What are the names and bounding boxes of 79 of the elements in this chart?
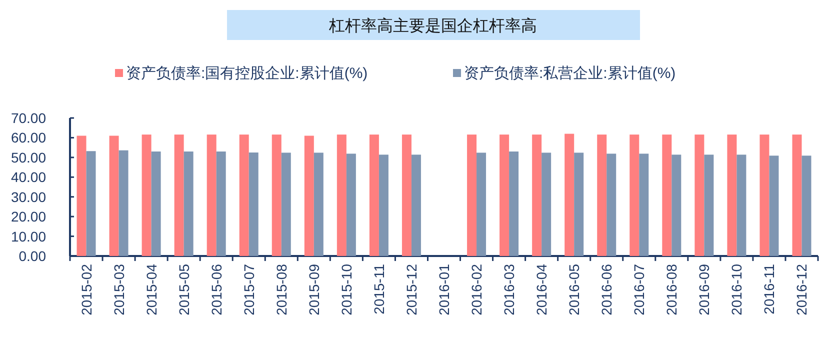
bar: [248, 152, 258, 256]
x-tick-label: 2015-03: [110, 264, 127, 316]
bar: [760, 134, 770, 256]
bar: [151, 152, 161, 256]
bar: [369, 134, 379, 256]
bar: [736, 154, 746, 256]
x-tick-label: 2016-06: [598, 264, 615, 316]
x-tick-label: 2015-09: [306, 264, 322, 316]
x-tick-label: 2016-03: [501, 264, 518, 316]
y-tick-label: 50.00: [10, 149, 46, 166]
bar: [346, 154, 356, 256]
x-tick-label: 2015-12: [403, 264, 420, 316]
x-tick-label: 2015-02: [78, 264, 94, 316]
bar: [239, 134, 249, 256]
bar: [500, 134, 510, 256]
bar: [662, 134, 672, 256]
bar: [304, 136, 314, 256]
bar: [630, 134, 640, 256]
x-tick-label: 2016-12: [794, 264, 810, 316]
x-tick-label: 2016-08: [664, 264, 680, 316]
x-tick-label: 2016-07: [631, 264, 648, 316]
bar: [727, 134, 737, 256]
x-tick-label: 2016-10: [728, 264, 745, 316]
x-tick-label: 2016-05: [566, 264, 582, 316]
x-tick-label: 2016-02: [468, 264, 485, 316]
x-tick-label: 2016-04: [534, 264, 550, 316]
x-tick-label: 2015-04: [143, 264, 160, 316]
bar: [467, 134, 477, 256]
bar: [216, 152, 226, 256]
y-tick-label: 30.00: [10, 188, 46, 205]
title: 杠杆率高主要是国企杠杆率高: [227, 10, 640, 40]
y-tick-label: 10.00: [10, 228, 46, 244]
bar: [802, 156, 812, 256]
x-tick-label: 2016-09: [696, 264, 712, 316]
bar: [564, 134, 574, 256]
bar: [174, 134, 184, 256]
bar: [509, 152, 519, 256]
y-tick-label: 70.00: [10, 110, 46, 126]
bar: [704, 154, 714, 256]
bar: [574, 152, 584, 256]
x-tick-label: 2015-07: [240, 264, 257, 316]
bar: [86, 151, 96, 256]
x-tick-label: 2015-11: [370, 264, 387, 314]
bar: [476, 152, 486, 256]
y-tick-label: 40.00: [10, 169, 46, 186]
bar: [336, 134, 346, 256]
bar: [281, 152, 291, 256]
bar: [378, 154, 388, 256]
bar: [532, 134, 542, 256]
x-tick-label: 2015-06: [208, 264, 224, 316]
bar: [597, 134, 607, 256]
x-tick-label: 2015-05: [176, 264, 192, 316]
x-tick-label: 2016-11: [761, 264, 778, 314]
bar: [142, 134, 152, 256]
y-tick-label: 20.00: [10, 208, 46, 225]
bar: [672, 154, 682, 256]
bar: [769, 156, 779, 256]
bar: [109, 136, 119, 256]
bar: [118, 150, 128, 256]
legend-item: 资产负债率:国有控股企业:累计值(%): [115, 65, 368, 82]
bar: [184, 152, 194, 256]
bar: [272, 134, 282, 256]
x-tick-label: 2016-01: [436, 264, 452, 316]
bar: [639, 154, 649, 256]
y-tick-label: 60.00: [10, 130, 46, 146]
bar: [694, 134, 704, 256]
bar: [792, 134, 802, 256]
bar: [606, 154, 616, 256]
legend-item: 资产负债率:私营企业:累计值(%): [453, 65, 676, 82]
bar: [402, 134, 412, 256]
bar: [411, 154, 421, 256]
bar: [206, 134, 216, 256]
bar: [314, 152, 324, 256]
bar: [542, 152, 552, 256]
x-tick-label: 2015-10: [338, 264, 354, 316]
chart-title: 杠杆率高主要是国企杠杆率高: [328, 16, 537, 35]
bar: [76, 136, 86, 256]
x-tick-label: 2015-08: [273, 264, 290, 316]
y-tick-label: 0.00: [18, 248, 46, 264]
